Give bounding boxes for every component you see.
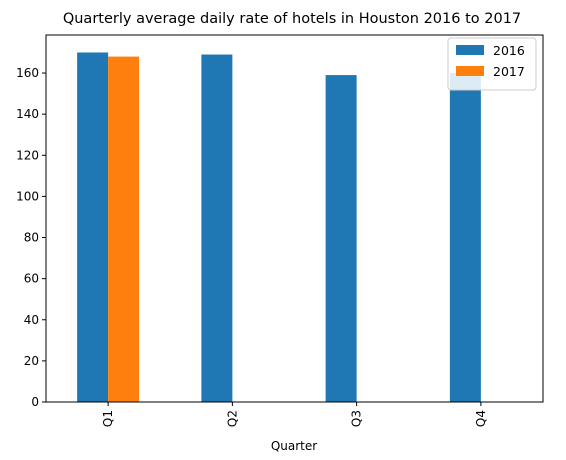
x-tick-label-Q2: Q2 <box>225 410 239 427</box>
x-axis: Q1 Q2 Q3 Q4 <box>101 402 488 427</box>
legend-swatch-2017 <box>456 66 484 76</box>
y-tick-label: 160 <box>16 66 39 80</box>
y-tick-label: 20 <box>24 354 39 368</box>
legend-swatch-2016 <box>456 45 484 55</box>
y-tick-label: 0 <box>31 395 39 409</box>
y-tick-label: 140 <box>16 107 39 121</box>
y-tick-label: 100 <box>16 189 39 203</box>
bar-2017-Q1 <box>108 56 140 403</box>
x-axis-label: Quarter <box>271 439 317 453</box>
legend-label-2016: 2016 <box>493 43 525 58</box>
bar-2016-Q4 <box>449 73 481 403</box>
legend: 2016 2017 <box>447 37 537 91</box>
y-axis: 0 20 40 60 80 100 120 140 160 <box>16 66 46 409</box>
bar-2016-Q3 <box>325 75 357 402</box>
y-tick-label: 120 <box>16 148 39 162</box>
x-tick-label-Q4: Q4 <box>474 410 488 427</box>
bar-2016-Q1 <box>77 52 109 402</box>
chart-title: Quarterly average daily rate of hotels i… <box>63 11 521 27</box>
y-tick-label: 80 <box>24 231 39 245</box>
y-tick-label: 60 <box>24 272 39 286</box>
y-tick-label: 40 <box>24 313 39 327</box>
x-tick-label-Q3: Q3 <box>350 410 364 427</box>
legend-label-2017: 2017 <box>493 64 525 79</box>
bar-2016-Q2 <box>201 54 233 402</box>
bars-group <box>77 52 481 403</box>
plot-frame <box>45 34 544 403</box>
x-tick-label-Q1: Q1 <box>101 410 115 427</box>
